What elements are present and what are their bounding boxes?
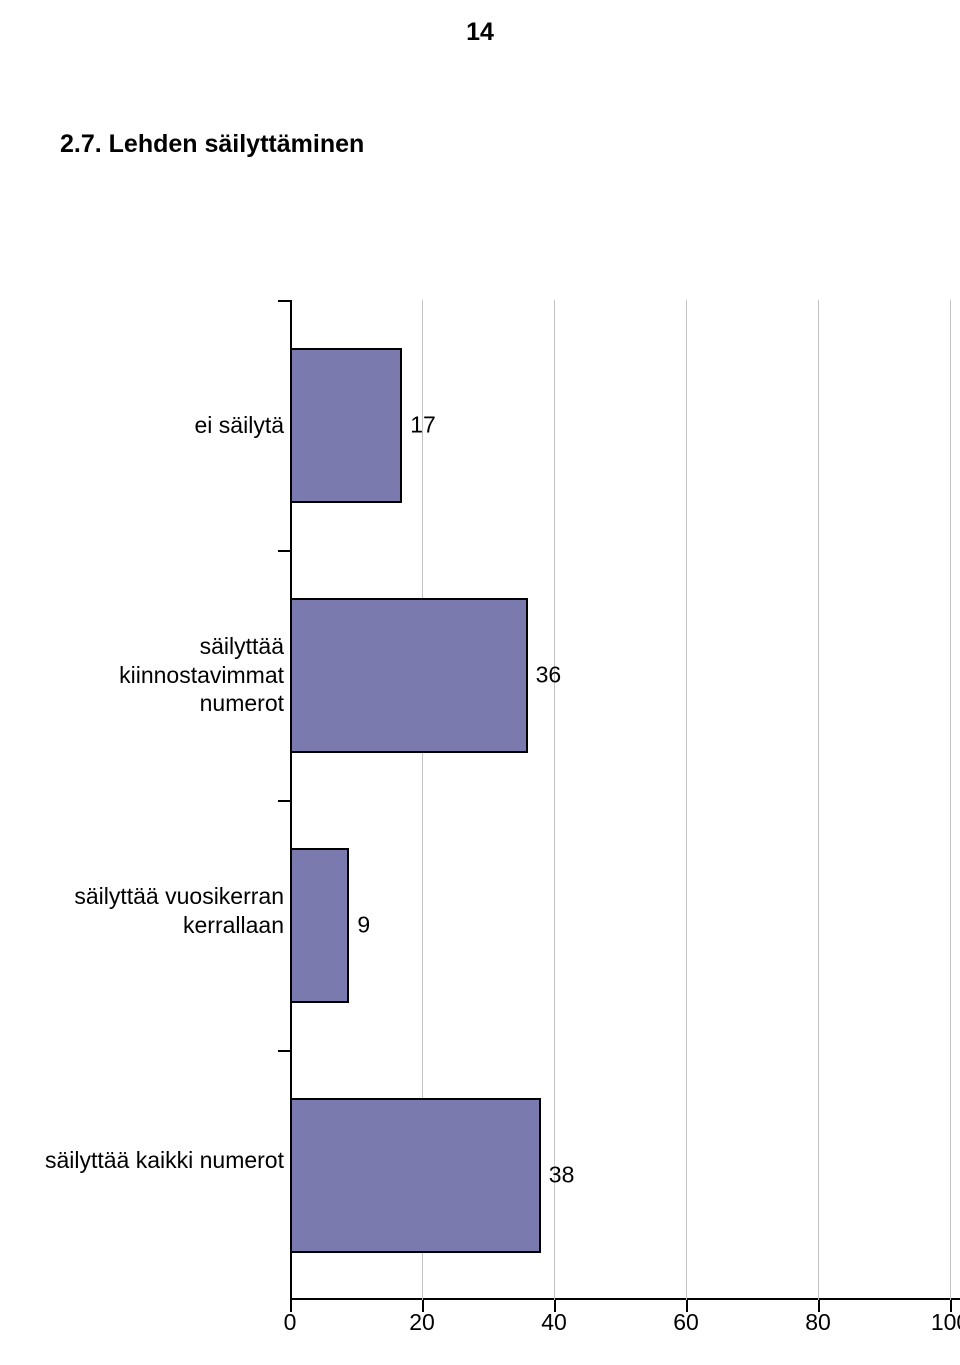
chart-plot-area: 0204060801001736938	[290, 300, 960, 1300]
chart-x-ticklabel: 60	[673, 1309, 699, 1336]
chart-y-tick	[278, 300, 290, 302]
chart: ei säilytä säilyttää kiinnostavimmat nume…	[40, 300, 960, 1340]
chart-bar-value: 17	[410, 412, 436, 439]
chart-gridline	[818, 300, 819, 1300]
page-number: 14	[0, 18, 960, 47]
chart-x-ticklabel: 20	[409, 1309, 435, 1336]
chart-gridline	[686, 300, 687, 1300]
chart-category-label: säilyttää vuosikerran kerrallaan	[44, 882, 284, 940]
chart-x-ticklabel: 80	[805, 1309, 831, 1336]
section-title: 2.7. Lehden säilyttäminen	[60, 130, 364, 159]
chart-x-axis	[290, 1298, 960, 1300]
chart-bar	[290, 348, 402, 503]
chart-category-label: ei säilytä	[44, 411, 284, 440]
chart-y-tick	[278, 1050, 290, 1052]
chart-bar	[290, 1098, 541, 1253]
chart-category-label: säilyttää kaikki numerot	[44, 1146, 284, 1175]
chart-x-ticklabel: 100	[931, 1309, 960, 1336]
chart-bar	[290, 848, 349, 1003]
chart-bar-value: 9	[357, 912, 370, 939]
chart-bar-value: 38	[549, 1162, 575, 1189]
chart-x-ticklabel: 0	[284, 1309, 297, 1336]
chart-y-tick	[278, 550, 290, 552]
chart-bar-value: 36	[536, 662, 562, 689]
chart-category-labels: ei säilytä säilyttää kiinnostavimmat nume…	[40, 300, 290, 1340]
chart-gridline	[554, 300, 555, 1300]
chart-bar	[290, 598, 528, 753]
chart-x-ticklabel: 40	[541, 1309, 567, 1336]
chart-gridline	[950, 300, 951, 1300]
page: 14 2.7. Lehden säilyttäminen ei säilytä s…	[0, 0, 960, 1365]
chart-y-tick	[278, 800, 290, 802]
chart-category-label: säilyttää kiinnostavimmat numerot	[44, 632, 284, 718]
